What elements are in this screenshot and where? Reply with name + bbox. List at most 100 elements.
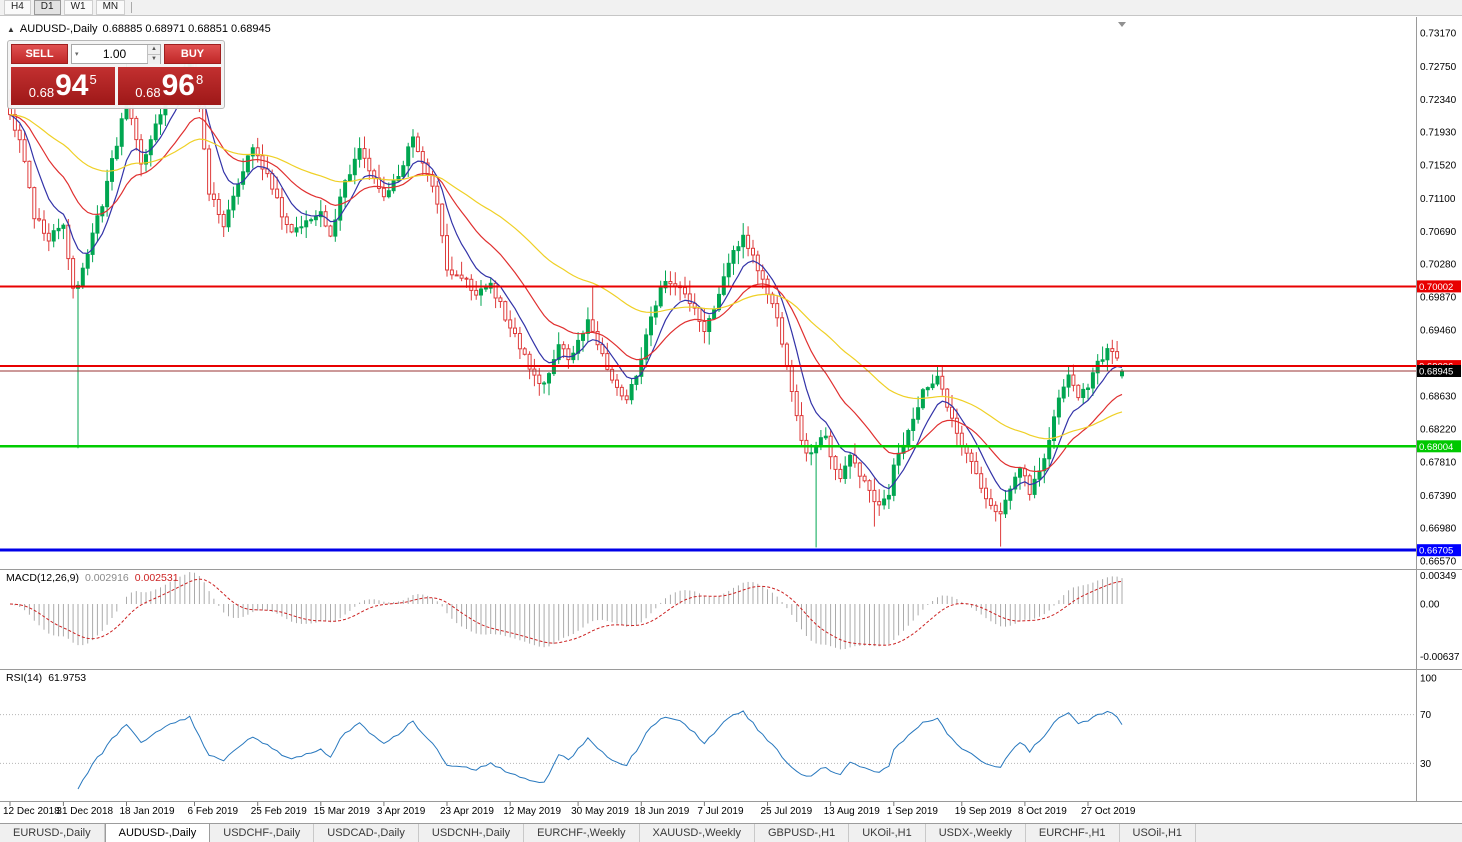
tab-usdcnh-daily[interactable]: USDCNH-,Daily: [419, 824, 525, 842]
macd-axis-label: -0.00637: [1420, 652, 1460, 663]
svg-text:0.71100: 0.71100: [1420, 194, 1456, 205]
svg-text:0.70002: 0.70002: [1419, 282, 1453, 293]
svg-text:3 Apr 2019: 3 Apr 2019: [377, 806, 426, 817]
rsi-value: 61.9753: [48, 672, 87, 684]
svg-text:0.70690: 0.70690: [1420, 227, 1457, 238]
chart-symbol-label: AUDUSD-,Daily: [19, 23, 98, 35]
svg-text:0.67810: 0.67810: [1420, 457, 1457, 468]
macd-value-main: 0.002916: [84, 572, 129, 584]
svg-text:19 Sep 2019: 19 Sep 2019: [955, 806, 1012, 817]
price-label-0.70002[interactable]: [1417, 280, 1461, 293]
svg-text:0.66570: 0.66570: [1420, 557, 1457, 568]
buy-button[interactable]: BUY: [164, 44, 221, 64]
volume-dropdown-caret[interactable]: ▾: [75, 51, 79, 58]
timeframe-button-mn[interactable]: MN: [95, 0, 126, 15]
svg-text:0.72750: 0.72750: [1420, 62, 1457, 73]
tab-gbpusd-h1[interactable]: GBPUSD-,H1: [755, 824, 850, 842]
svg-text:31 Dec 2018: 31 Dec 2018: [56, 806, 113, 817]
rsi-axis-label: 100: [1420, 674, 1437, 685]
svg-text:0.68004: 0.68004: [1419, 442, 1453, 453]
macd-value-signal: 0.002531: [134, 572, 179, 584]
macd-axis-label: 0.00: [1420, 600, 1440, 611]
svg-text:15 Mar 2019: 15 Mar 2019: [314, 806, 371, 817]
volume-input[interactable]: [72, 47, 160, 61]
chart-shift-marker-icon: [1118, 22, 1126, 27]
rsi-axis-label: 30: [1420, 759, 1432, 770]
buy-price-pipette: 8: [195, 71, 204, 87]
rsi-line: [77, 710, 1123, 790]
chart-tab-bar: EURUSD-,Daily AUDUSD-,Daily USDCHF-,Daily U…: [0, 823, 1462, 842]
tab-usdcad-daily[interactable]: USDCAD-,Daily: [314, 824, 419, 842]
moving-average-55: [9, 114, 1123, 440]
macd-name: MACD(12,26,9): [6, 572, 79, 584]
sell-price-prefix: 0.68: [28, 84, 55, 100]
tab-xauusd-weekly[interactable]: XAUUSD-,Weekly: [640, 824, 755, 842]
svg-text:0.73170: 0.73170: [1420, 29, 1457, 40]
tab-audusd-daily[interactable]: AUDUSD-,Daily: [104, 824, 211, 842]
svg-text:0.68630: 0.68630: [1420, 392, 1457, 403]
svg-text:25 Jul 2019: 25 Jul 2019: [761, 806, 813, 817]
chart-ohlc-values: 0.68885 0.68971 0.68851 0.68945: [102, 23, 271, 35]
volume-down-arrow[interactable]: ▼: [148, 55, 160, 64]
svg-text:6 Feb 2019: 6 Feb 2019: [188, 806, 239, 817]
svg-text:13 Aug 2019: 13 Aug 2019: [824, 806, 881, 817]
volume-spin-buttons: ▲ ▼: [147, 45, 160, 64]
sell-button[interactable]: SELL: [11, 44, 68, 64]
timeframe-button-h4[interactable]: H4: [4, 0, 31, 15]
tab-eurchf-h1[interactable]: EURCHF-,H1: [1026, 824, 1120, 842]
sell-price-display[interactable]: 0.68 94 5: [11, 67, 115, 105]
chart-canvas[interactable]: 0.73170 0.72750 0.72340 0.71930 0.71520 0.711…: [0, 17, 1462, 823]
svg-text:0.68945: 0.68945: [1419, 367, 1453, 378]
tab-usdchf-daily[interactable]: USDCHF-,Daily: [210, 824, 315, 842]
timeframe-button-w1[interactable]: W1: [63, 0, 93, 15]
one-click-trading-panel: SELL ▾ ▲ ▼ BUY 0.68 94 5 0.68 96 8: [7, 40, 225, 109]
sell-price-pipette: 5: [89, 71, 97, 87]
collapse-trade-panel-arrow[interactable]: ▲: [7, 24, 15, 34]
buy-price-big: 96: [161, 69, 195, 102]
rsi-name: RSI(14): [6, 672, 43, 684]
svg-text:0.69460: 0.69460: [1420, 325, 1457, 336]
svg-text:0.67390: 0.67390: [1420, 491, 1457, 502]
svg-text:1 Sep 2019: 1 Sep 2019: [887, 806, 939, 817]
tab-eurchf-weekly[interactable]: EURCHF-,Weekly: [524, 824, 640, 842]
volume-up-arrow[interactable]: ▲: [148, 45, 160, 55]
svg-text:0.69870: 0.69870: [1420, 293, 1457, 304]
svg-text:27 Oct 2019: 27 Oct 2019: [1081, 806, 1136, 817]
volume-stepper[interactable]: ▾ ▲ ▼: [71, 44, 161, 64]
sell-price-big: 94: [55, 69, 89, 102]
tab-eurusd-daily[interactable]: EURUSD-,Daily: [0, 824, 105, 842]
svg-text:0.70280: 0.70280: [1420, 260, 1457, 271]
macd-signal-line: [9, 578, 1123, 646]
moving-average-21: [9, 114, 1123, 472]
macd-indicator-label: MACD(12,26,9) 0.002916 0.002531: [6, 572, 179, 584]
buy-price-display[interactable]: 0.68 96 8: [117, 67, 221, 105]
svg-text:0.68220: 0.68220: [1420, 425, 1457, 436]
buy-price-prefix: 0.68: [135, 84, 161, 100]
svg-text:0.71520: 0.71520: [1420, 161, 1457, 172]
svg-text:23 Apr 2019: 23 Apr 2019: [440, 806, 494, 817]
price-label-0.68945[interactable]: [1417, 365, 1461, 377]
tab-ukoil-h1[interactable]: UKOil-,H1: [849, 824, 926, 842]
price-label-0.68004[interactable]: [1417, 440, 1461, 453]
price-label-0.66705[interactable]: [1417, 544, 1461, 557]
svg-text:12 Dec 2018: 12 Dec 2018: [3, 806, 60, 817]
timeframe-button-d1[interactable]: D1: [33, 0, 61, 15]
rsi-indicator-label: RSI(14) 61.9753: [6, 672, 86, 684]
timeframe-toolbar: H4 D1 W1 MN: [0, 0, 1462, 16]
svg-text:8 Oct 2019: 8 Oct 2019: [1018, 806, 1067, 817]
tab-usdx-weekly[interactable]: USDX-,Weekly: [926, 824, 1026, 842]
svg-text:30 May 2019: 30 May 2019: [571, 806, 629, 817]
svg-text:0.66705: 0.66705: [1419, 546, 1453, 557]
svg-text:0.72340: 0.72340: [1420, 95, 1457, 106]
macd-histogram: [14, 572, 1123, 650]
rsi-axis-label: 70: [1420, 710, 1432, 721]
chart-title: ▲ AUDUSD-,Daily 0.68885 0.68971 0.68851 …: [7, 23, 271, 35]
svg-text:12 May 2019: 12 May 2019: [503, 806, 561, 817]
tab-usoil-h1[interactable]: USOil-,H1: [1120, 824, 1197, 842]
candlesticks: [8, 45, 1124, 548]
macd-axis-label: 0.00349: [1420, 571, 1457, 582]
svg-text:18 Jun 2019: 18 Jun 2019: [634, 806, 689, 817]
toolbar-separator: [131, 2, 133, 13]
